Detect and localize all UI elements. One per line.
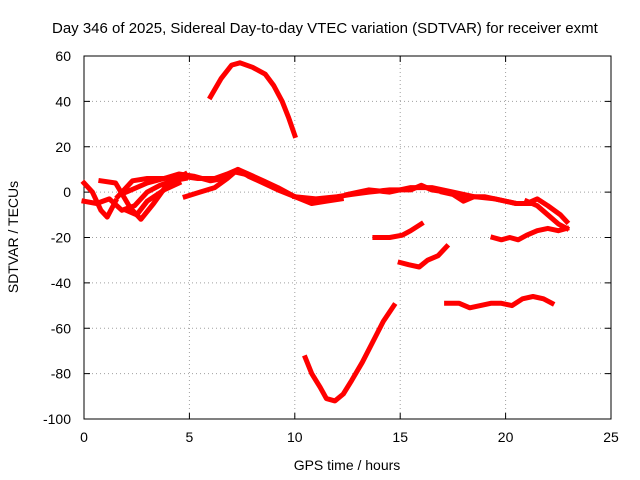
plot-frame [83, 55, 612, 420]
y-tick-label: 60 [55, 48, 71, 64]
series-arc-5 [122, 169, 261, 196]
x-tick-label: 15 [392, 429, 408, 445]
axis-ticks: 0 5 10 15 20 25 -100 -80 -60 -40 -20 0 20 40 60 [43, 48, 619, 445]
x-tick-label: 0 [80, 429, 88, 445]
series-arc-16 [444, 294, 556, 311]
series-arc-3 [98, 170, 189, 222]
x-tick-label: 5 [186, 429, 194, 445]
series-arc-12 [523, 197, 571, 232]
y-axis-label: SDTVAR / TECUs [5, 181, 21, 293]
y-tick-label: 20 [55, 139, 71, 155]
x-tick-label: 20 [498, 429, 514, 445]
y-tick-label: -80 [51, 366, 71, 382]
grid-lines [84, 56, 611, 419]
series-arc-1 [80, 179, 119, 220]
series-arc-14 [397, 243, 451, 270]
series-arc-7 [182, 166, 345, 206]
y-tick-label: 0 [63, 184, 71, 200]
series-arc-6 [122, 179, 183, 218]
y-tick-label: 40 [55, 93, 71, 109]
series-arc-8 [207, 60, 298, 139]
data-series [80, 60, 571, 404]
series-arc-13 [372, 220, 425, 240]
y-tick-label: -20 [51, 230, 71, 246]
x-tick-label: 25 [603, 429, 619, 445]
x-axis-label: GPS time / hours [294, 457, 401, 473]
x-tick-label: 10 [287, 429, 303, 445]
y-tick-label: -100 [43, 411, 71, 427]
y-tick-label: -60 [51, 320, 71, 336]
chart-title: Day 346 of 2025, Sidereal Day-to-day VTE… [52, 20, 599, 37]
series-arc-17 [302, 302, 398, 404]
y-tick-label: -40 [51, 275, 71, 291]
series-arc-15 [489, 225, 570, 243]
series-arc-11 [439, 189, 571, 226]
